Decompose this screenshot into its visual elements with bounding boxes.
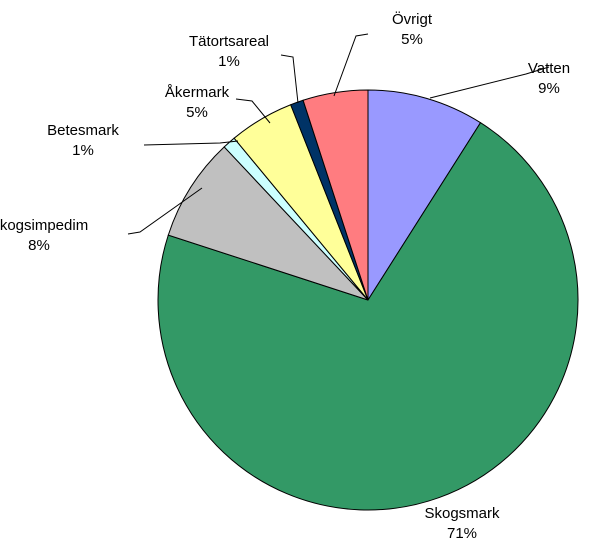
slice-name-label: Vatten	[528, 60, 570, 77]
slice-percent-label: 1%	[218, 53, 240, 70]
slice-percent-label: 1%	[72, 142, 94, 159]
slice-percent-label: 5%	[186, 104, 208, 121]
slice-percent-label: 71%	[447, 525, 477, 542]
slice-percent-label: 8%	[28, 237, 50, 254]
slice-name-label: Tätortsareal	[189, 33, 269, 50]
pie-slice-skogsmark	[157, 121, 579, 511]
leader-lines	[127, 33, 550, 235]
slice-name-label: Skogsmark	[424, 505, 500, 522]
slice-percent-label: 9%	[538, 80, 560, 97]
leader-line	[127, 187, 203, 235]
pie-slice-vatten	[367, 89, 482, 302]
leader-line	[280, 54, 299, 104]
leader-line	[333, 33, 369, 97]
leader-line	[235, 98, 271, 124]
slice-name-label: Åkermark	[165, 84, 230, 101]
slice-name-label: Skogsimpedim	[0, 217, 88, 234]
slice-labels: Vatten 9% Skogsmark 71% Skogsimpedim 8% Betesm…	[0, 10, 570, 542]
leader-line	[143, 140, 239, 146]
pie-slices	[157, 89, 579, 511]
leader-line	[429, 66, 550, 99]
pie-slice-skogsimpedim	[167, 146, 369, 301]
slice-percent-label: 5%	[401, 31, 423, 48]
slice-name-label: Övrigt	[392, 10, 433, 28]
slice-name-label: Betesmark	[47, 122, 119, 139]
